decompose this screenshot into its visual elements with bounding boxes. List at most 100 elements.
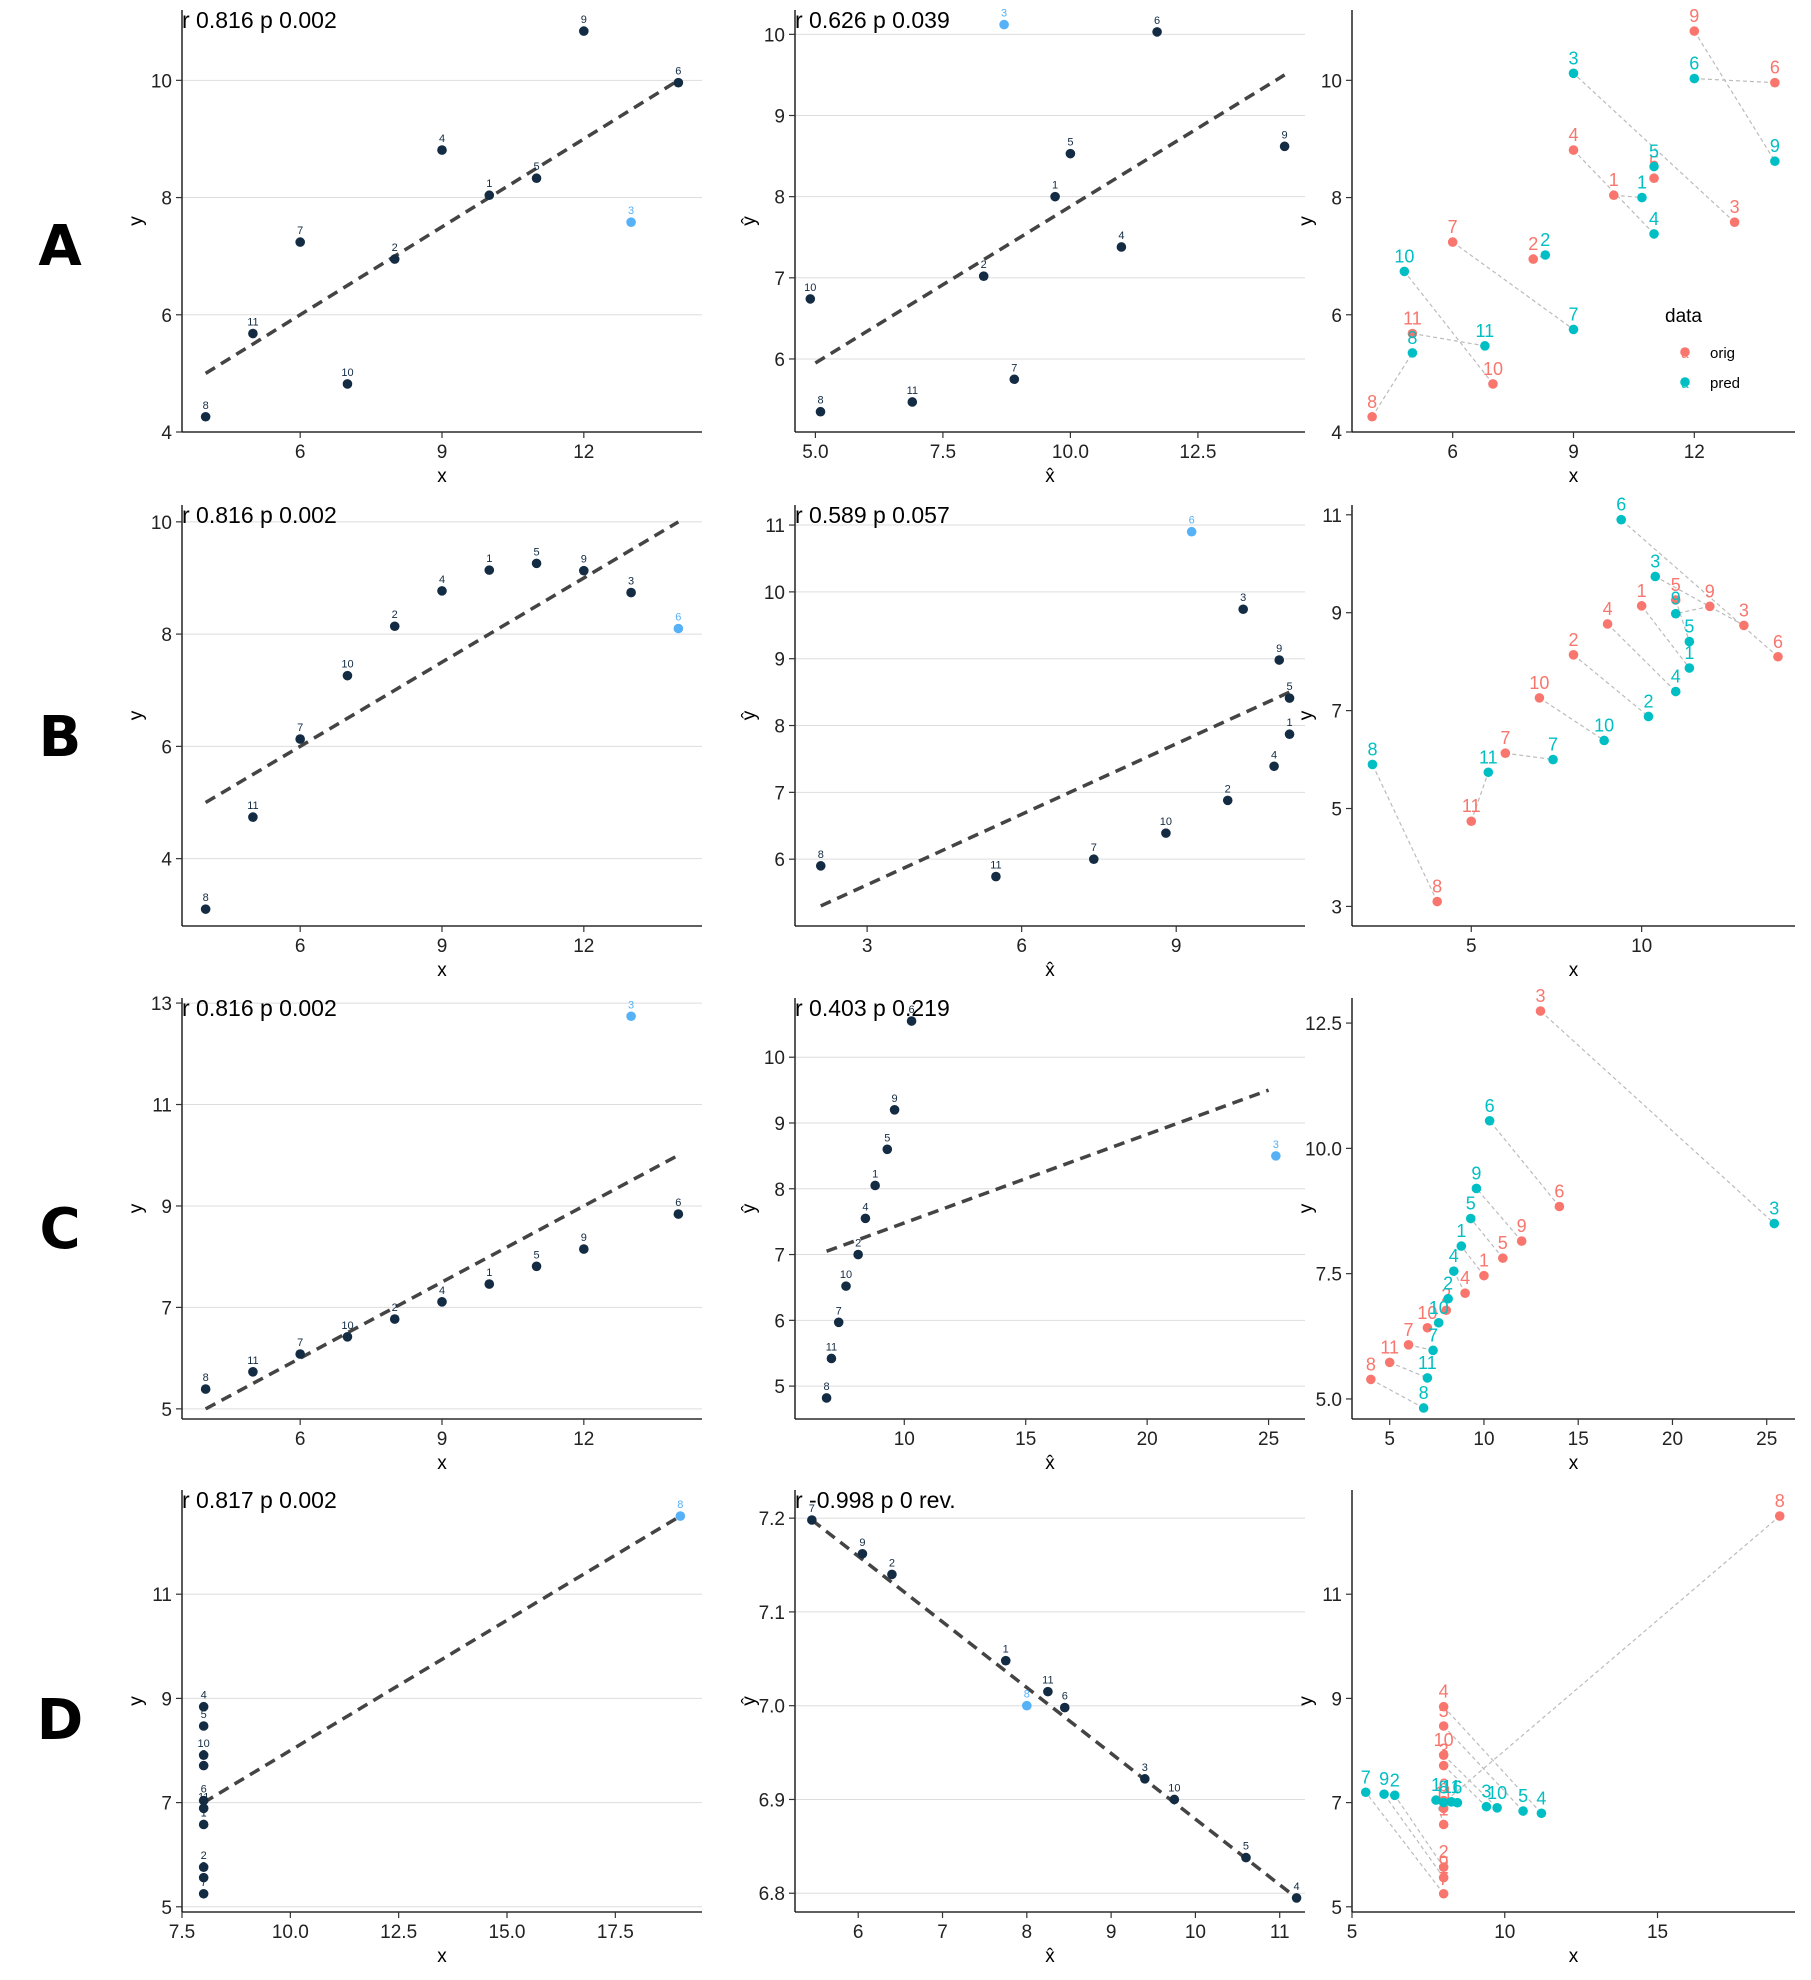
data-point [841,1281,851,1291]
data-point [906,1016,917,1026]
pred-point-label: 11 [1442,1777,1461,1797]
y-axis-label: y [1296,710,1317,720]
point-label: 11 [247,1355,258,1367]
x-tick-label: 5 [1347,1922,1358,1943]
x-axis-label: x [437,960,447,981]
point-label: 6 [201,1784,207,1796]
connector-line [1371,352,1413,418]
point-label: 4 [862,1201,868,1213]
orig-point [1366,1374,1376,1385]
pred-point-label: 11 [1476,321,1495,341]
y-tick-label: 11 [1322,506,1342,527]
point-label: 2 [201,1850,207,1862]
pred-point [1689,73,1700,84]
point-label: 9 [859,1537,865,1549]
point-label: 4 [201,1690,207,1702]
y-tick-label: 6 [1331,306,1342,327]
point-label: 5 [1243,1841,1249,1853]
orig-point-label: 7 [1448,217,1458,237]
pred-point-label: 10 [1487,1783,1507,1803]
pred-point-label: 2 [1443,1274,1453,1294]
x-axis-label: x [1569,1453,1579,1474]
connector-line [1470,1218,1504,1259]
pred-point-label: 8 [1367,739,1377,759]
y-tick-label: 9 [161,1197,172,1218]
y-tick-label: 4 [1331,423,1342,444]
pred-point [1456,1241,1467,1251]
pred-point [1684,636,1695,647]
data-point [198,1721,209,1731]
point-label: 2 [392,242,398,254]
connector-line [1460,1245,1485,1277]
pred-point [1599,735,1609,746]
connector-line [1403,271,1494,385]
pred-point [1465,1213,1476,1224]
pred-point [1649,161,1659,172]
pred-point [1518,1806,1528,1816]
data-point [198,1803,209,1814]
x-axis-label: x [437,1453,447,1474]
orig-point [1438,1701,1449,1712]
orig-point [1649,173,1659,184]
pred-point [1428,1345,1438,1356]
data-point [1222,795,1233,806]
y-tick-label: 8 [774,188,785,209]
point-label: 10 [198,1738,210,1750]
x-tick-label: 9 [437,442,448,463]
x-axis-label: x [437,466,447,487]
orig-point [1500,748,1511,758]
data-point [889,1105,900,1115]
orig-point-label: 9 [1517,1216,1527,1236]
x-tick-label: 10 [1494,1922,1515,1943]
orig-point-label: 11 [1462,796,1481,816]
data-point [626,587,636,598]
data-point [826,1353,837,1364]
data-point [248,1367,258,1377]
y-tick-label: 11 [152,1096,172,1117]
data-point [860,1213,871,1224]
data-point [1152,27,1162,37]
y-tick-label: 7 [161,1794,172,1815]
x-tick-label: 7.5 [930,442,956,463]
x-tick-label: 9 [437,936,448,957]
x-tick-label: 3 [862,936,873,957]
point-label: 9 [201,1861,207,1873]
point-label: 7 [297,722,303,734]
pred-point-label: 8 [1419,1383,1429,1403]
y-tick-label: 6.8 [759,1884,785,1905]
fit-line [204,78,680,375]
orig-point [1729,217,1740,227]
orig-point-label: 6 [1773,632,1783,652]
orig-point [1739,620,1749,631]
pred-point [1431,1795,1441,1805]
orig-point-label: 5 [1498,1233,1508,1253]
connector-line [1693,30,1776,162]
orig-point [1407,328,1418,339]
row-label-d: D [36,1688,84,1753]
y-tick-label: 7.0 [759,1697,785,1718]
pred-point [1643,711,1654,722]
orig-point [1466,816,1477,827]
pred-point [1407,348,1418,358]
x-tick-label: 6 [295,1429,306,1450]
orig-point-label: 1 [1637,581,1647,601]
data-point [389,621,400,632]
point-label: 4 [439,1285,445,1297]
data-point [1269,761,1279,772]
connector-line [1641,605,1690,669]
connector-line [1443,1515,1781,1804]
y-axis-label: y [1296,1203,1317,1213]
panel-title: r 0.816 p 0.002 [182,7,337,33]
row-label-b: B [38,705,82,770]
data-point [295,237,305,247]
data-point [1161,828,1171,838]
connector-line [1505,752,1554,761]
point-label: 1 [486,1267,492,1279]
pred-point-label: 11 [1479,747,1498,767]
orig-point [1608,190,1619,201]
x-tick-label: 9 [1171,936,1182,957]
point-label: 1 [1052,180,1058,192]
point-label: 10 [840,1269,852,1281]
